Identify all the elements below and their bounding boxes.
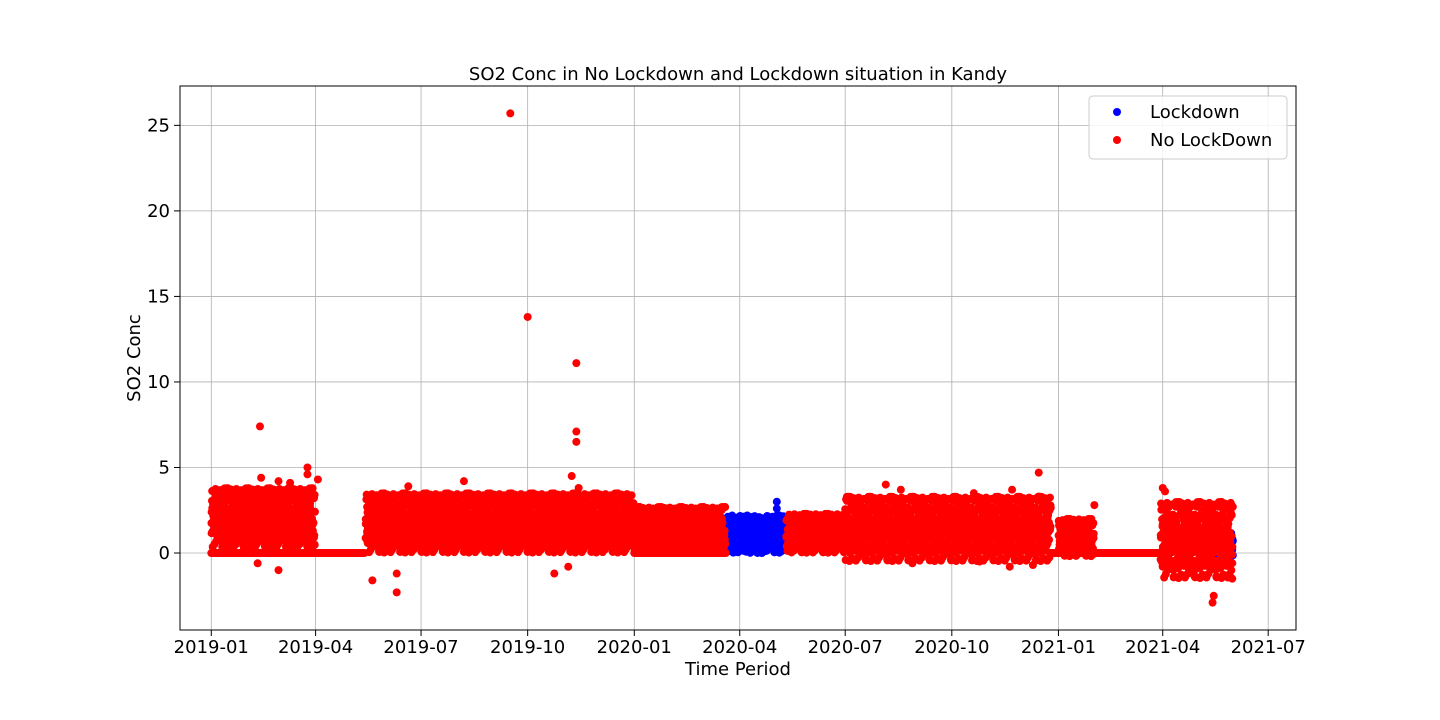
data-point	[627, 491, 636, 500]
data-point	[310, 490, 319, 499]
data-point	[310, 507, 319, 516]
grid	[180, 86, 1296, 630]
plot-data	[207, 109, 1237, 607]
data-point	[721, 503, 730, 512]
data-point	[772, 504, 781, 513]
data-point	[1172, 517, 1181, 526]
data-point	[1088, 550, 1097, 559]
data-point	[760, 519, 769, 528]
data-point	[718, 519, 727, 528]
data-point	[309, 518, 318, 527]
data-point	[1046, 522, 1055, 531]
data-point	[1045, 553, 1054, 562]
data-point	[1046, 503, 1055, 512]
data-point	[308, 484, 317, 493]
data-point	[720, 548, 729, 557]
data-point	[772, 497, 781, 506]
data-point	[310, 531, 319, 540]
data-point	[1089, 534, 1098, 543]
data-point	[1045, 493, 1054, 502]
data-point	[310, 540, 319, 549]
data-point	[746, 516, 755, 525]
data-point	[1089, 519, 1098, 528]
series-no-lockdown	[207, 109, 1237, 607]
data-point	[720, 535, 729, 544]
data-point	[1045, 535, 1054, 544]
